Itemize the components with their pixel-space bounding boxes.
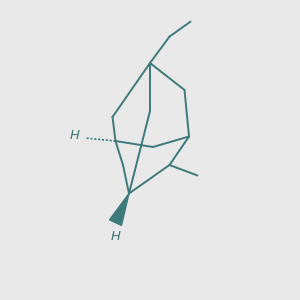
Polygon shape <box>110 194 129 225</box>
Text: H: H <box>110 230 121 243</box>
Text: H: H <box>70 129 80 142</box>
